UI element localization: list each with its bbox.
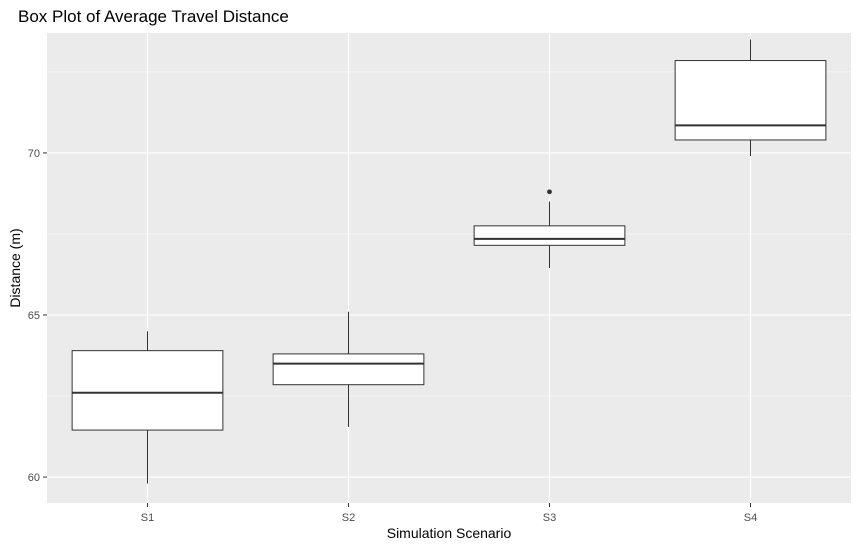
box-s3: [473, 189, 626, 268]
box-s1: [71, 331, 224, 484]
box-iqr: [674, 60, 827, 141]
box-iqr: [272, 353, 425, 386]
y-tick-label: 65: [28, 310, 40, 322]
box-iqr: [71, 350, 224, 431]
chart-title: Box Plot of Average Travel Distance: [18, 7, 289, 26]
x-tick-label: S1: [141, 512, 154, 524]
x-tick-label: S2: [342, 512, 355, 524]
y-axis-title: Distance (m): [7, 228, 23, 307]
grid-lines: [47, 33, 851, 503]
box-s4: [674, 39, 827, 157]
box-iqr: [473, 225, 626, 246]
outlier-point: [547, 189, 552, 195]
y-tick-labels: 60 65 70: [28, 148, 47, 484]
y-tick-label: 60: [28, 472, 40, 484]
x-tick-labels: S1 S2 S3 S4: [141, 503, 757, 524]
box-s2: [272, 311, 425, 427]
box-layer: [71, 39, 827, 484]
x-axis-title: Simulation Scenario: [387, 525, 512, 541]
x-tick-label: S3: [543, 512, 556, 524]
y-tick-label: 70: [28, 148, 40, 160]
x-tick-label: S4: [744, 512, 757, 524]
